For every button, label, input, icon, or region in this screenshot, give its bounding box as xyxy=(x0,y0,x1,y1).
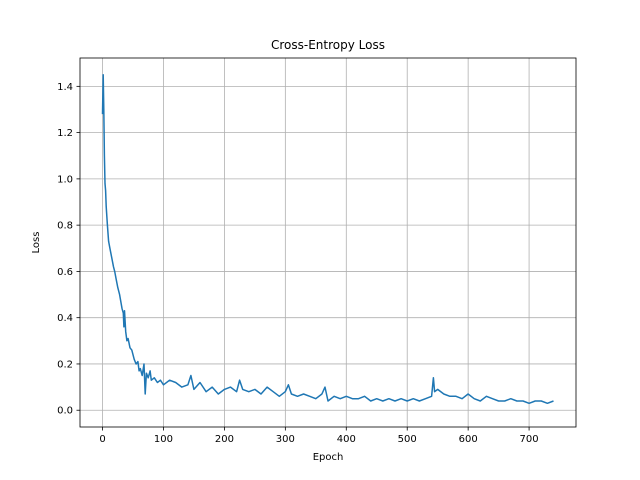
y-tick-label: 0.0 xyxy=(57,406,73,417)
x-tick-label: 100 xyxy=(154,434,173,445)
x-tick-label: 600 xyxy=(459,434,478,445)
x-tick-label: 400 xyxy=(337,434,356,445)
y-axis-label: Loss xyxy=(31,232,42,254)
y-tick-label: 1.4 xyxy=(57,82,73,93)
y-tick-label: 0.8 xyxy=(57,221,73,232)
y-axis: 0.0 0.2 0.4 0.6 0.8 1.0 1.2 1.4 xyxy=(57,82,80,417)
y-tick-label: 1.0 xyxy=(57,174,73,185)
loss-series-line xyxy=(101,74,554,405)
y-tick-label: 0.2 xyxy=(57,359,73,370)
x-tick-label: 700 xyxy=(520,434,539,445)
chart-title: Cross-Entropy Loss xyxy=(271,38,385,52)
grid xyxy=(80,58,576,427)
x-tick-label: 200 xyxy=(215,434,234,445)
y-tick-label: 0.4 xyxy=(57,313,73,324)
plot-frame xyxy=(79,57,577,428)
x-tick-label: 500 xyxy=(398,434,417,445)
x-tick-label: 0 xyxy=(99,434,105,445)
x-axis: 0 100 200 300 400 500 600 700 xyxy=(99,427,539,445)
y-tick-label: 0.6 xyxy=(57,267,73,278)
series-layer xyxy=(101,74,554,405)
x-tick-label: 300 xyxy=(276,434,295,445)
x-axis-label: Epoch xyxy=(313,452,344,463)
y-tick-label: 1.2 xyxy=(57,128,73,139)
